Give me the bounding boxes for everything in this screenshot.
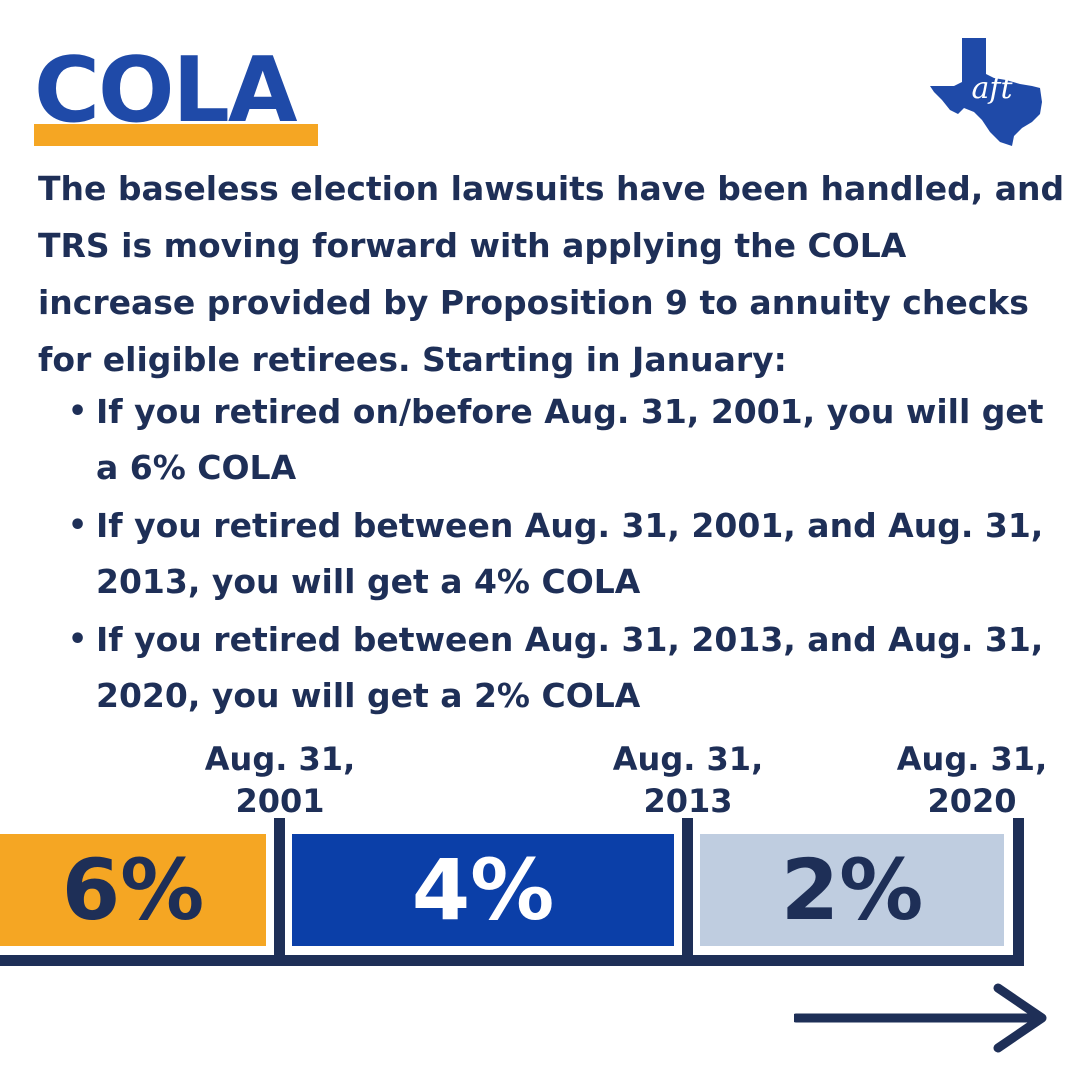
date-label-line2: 2001 (235, 782, 325, 820)
bullet-text: If you retired between Aug. 31, 2001, an… (96, 506, 1044, 601)
date-label-2001: Aug. 31, 2001 (180, 738, 380, 822)
bullet-item: • If you retired on/before Aug. 31, 2001… (64, 384, 1054, 496)
texas-aft-logo-icon: aft (930, 38, 1042, 146)
timeline-tick-2001 (274, 818, 285, 966)
date-label-2013: Aug. 31, 2013 (588, 738, 788, 822)
segment-6-percent: 6% (0, 834, 266, 946)
bullet-dot-icon: • (68, 508, 88, 543)
bullet-text: If you retired between Aug. 31, 2013, an… (96, 620, 1044, 715)
date-label-line2: 2020 (927, 782, 1017, 820)
page-title: COLA (34, 38, 298, 143)
bullet-dot-icon: • (68, 394, 88, 429)
logo-text: aft (971, 71, 1013, 106)
timeline-tick-2013 (682, 818, 693, 966)
bullet-item: • If you retired between Aug. 31, 2001, … (64, 498, 1054, 610)
bullet-dot-icon: • (68, 622, 88, 657)
date-label-line2: 2013 (643, 782, 733, 820)
date-label-line1: Aug. 31, (204, 740, 356, 778)
date-label-line1: Aug. 31, (612, 740, 764, 778)
bullet-text: If you retired on/before Aug. 31, 2001, … (96, 392, 1044, 487)
intro-text: The baseless election lawsuits have been… (38, 169, 1065, 379)
title-underline (34, 124, 318, 146)
bullet-item: • If you retired between Aug. 31, 2013, … (64, 612, 1054, 724)
bullet-list: • If you retired on/before Aug. 31, 2001… (64, 384, 1054, 726)
title-block: COLA (34, 38, 318, 146)
date-label-2020: Aug. 31, 2020 (872, 738, 1072, 822)
timeline-tick-2020 (1013, 818, 1024, 966)
arrow-right-icon (794, 983, 1047, 1053)
date-label-line1: Aug. 31, (896, 740, 1048, 778)
segment-4-percent: 4% (292, 834, 674, 946)
timeline-baseline (0, 955, 1024, 966)
segment-2-percent: 2% (700, 834, 1004, 946)
